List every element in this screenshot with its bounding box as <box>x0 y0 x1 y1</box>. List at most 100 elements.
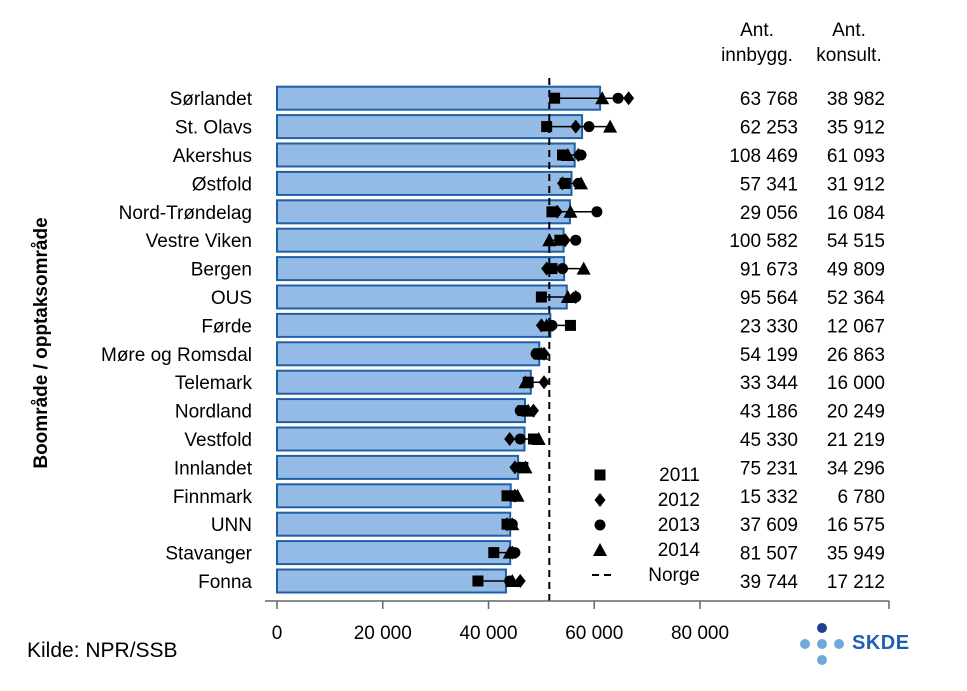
ant-konsult-value: 20 249 <box>827 402 885 423</box>
marker-2011 <box>535 291 547 303</box>
category-label: Nord-Trøndelag <box>119 203 252 224</box>
bar <box>276 284 568 310</box>
bar <box>276 426 526 452</box>
category-label: Vestfold <box>184 430 252 451</box>
ant-innbygg-value: 63 768 <box>740 89 798 110</box>
marker-2013 <box>583 121 595 133</box>
marker-2014 <box>510 488 525 502</box>
ant-innbygg-value: 29 056 <box>740 203 798 224</box>
category-label: Fonna <box>198 572 252 593</box>
ant-konsult-value: 34 296 <box>827 458 885 479</box>
ant-konsult-value: 54 515 <box>827 231 885 252</box>
y-axis-title: Boområde / opptaksområde <box>31 217 52 468</box>
marker-2014 <box>563 204 578 218</box>
legend-marker-2012 <box>594 493 606 507</box>
bar <box>276 142 576 168</box>
category-label: St. Olavs <box>175 118 252 139</box>
bar <box>276 341 541 367</box>
marker-2014 <box>539 318 554 332</box>
ant-konsult-value: 12 067 <box>827 316 885 337</box>
marker-2012 <box>504 432 516 446</box>
marker-2014 <box>531 432 546 445</box>
ant-konsult-value: 38 982 <box>827 89 885 110</box>
skde-logo: SKDE <box>796 622 916 670</box>
legend-marker-2014 <box>593 543 607 556</box>
ant-innbygg-value: 62 253 <box>740 118 798 139</box>
column-header-line1: Ant. <box>740 20 774 41</box>
marker-2013 <box>591 206 603 218</box>
marker-2014 <box>505 574 520 587</box>
bar <box>276 568 507 594</box>
ant-konsult-value: 35 912 <box>827 118 885 139</box>
column-header-line2: konsult. <box>816 45 881 66</box>
category-label: Stavanger <box>165 544 252 565</box>
x-tick-label: 40 000 <box>459 623 517 644</box>
category-label: OUS <box>211 288 252 309</box>
ant-konsult-value: 35 949 <box>827 544 885 565</box>
ant-konsult-value: 52 364 <box>827 288 886 309</box>
marker-2014 <box>518 460 533 474</box>
category-label: Møre og Romsdal <box>101 345 252 366</box>
ant-konsult-value: 6 780 <box>837 487 885 508</box>
marker-2013 <box>570 234 582 246</box>
category-label: Østfold <box>192 174 252 195</box>
column-header-line2: innbygg. <box>721 45 793 66</box>
ant-innbygg-value: 45 330 <box>740 430 798 451</box>
marker-2012 <box>551 204 563 219</box>
bar <box>276 114 584 140</box>
bar <box>276 369 532 395</box>
category-label: UNN <box>211 515 252 536</box>
marker-2011 <box>549 92 561 104</box>
category-label: Vestre Viken <box>146 231 252 252</box>
column-header-line1: Ant. <box>832 20 866 41</box>
marker-2014 <box>521 403 536 417</box>
bar <box>276 170 573 196</box>
ant-konsult-value: 17 212 <box>827 572 885 593</box>
marker-2014 <box>560 290 575 303</box>
ant-innbygg-value: 43 186 <box>740 402 798 423</box>
ant-konsult-value: 16 084 <box>827 203 886 224</box>
skde-logo-text: SKDE <box>852 632 910 654</box>
bar <box>276 511 512 537</box>
legend-label: 2012 <box>658 490 700 511</box>
ant-innbygg-value: 54 199 <box>740 345 798 366</box>
category-label: Finnmark <box>173 487 253 508</box>
legend-marker-2013 <box>594 519 606 531</box>
marker-2013 <box>514 433 526 445</box>
category-label: Akershus <box>173 146 252 167</box>
ant-konsult-value: 16 000 <box>827 373 885 394</box>
bar <box>276 227 565 253</box>
ant-innbygg-value: 95 564 <box>740 288 799 309</box>
bar <box>276 256 566 282</box>
ant-innbygg-value: 33 344 <box>740 373 799 394</box>
ant-konsult-value: 61 093 <box>827 146 885 167</box>
legend-label: 2011 <box>659 465 700 486</box>
marker-2014 <box>576 261 591 275</box>
marker-2011 <box>541 121 553 133</box>
bar <box>276 312 552 338</box>
legend-label: 2013 <box>658 515 700 536</box>
marker-2011 <box>488 547 500 559</box>
ant-konsult-value: 26 863 <box>827 345 885 366</box>
ant-innbygg-value: 75 231 <box>740 458 798 479</box>
marker-2014 <box>560 148 575 161</box>
legend-label: Norge <box>648 565 700 586</box>
x-tick-label: 80 000 <box>671 623 729 644</box>
marker-2011 <box>564 319 576 331</box>
ant-konsult-value: 16 575 <box>827 515 885 536</box>
ant-innbygg-value: 81 507 <box>740 544 798 565</box>
ant-innbygg-value: 108 469 <box>729 146 798 167</box>
bar <box>276 199 571 225</box>
marker-2012 <box>623 91 635 106</box>
ant-konsult-value: 49 809 <box>827 260 885 281</box>
category-label: Nordland <box>175 402 252 423</box>
x-tick-label: 60 000 <box>565 623 623 644</box>
bar <box>276 540 512 566</box>
marker-2013 <box>575 149 587 161</box>
bar <box>276 454 520 480</box>
bar <box>276 398 526 424</box>
marker-2011 <box>557 149 569 161</box>
marker-2012 <box>559 233 571 248</box>
ant-konsult-value: 21 219 <box>827 430 885 451</box>
